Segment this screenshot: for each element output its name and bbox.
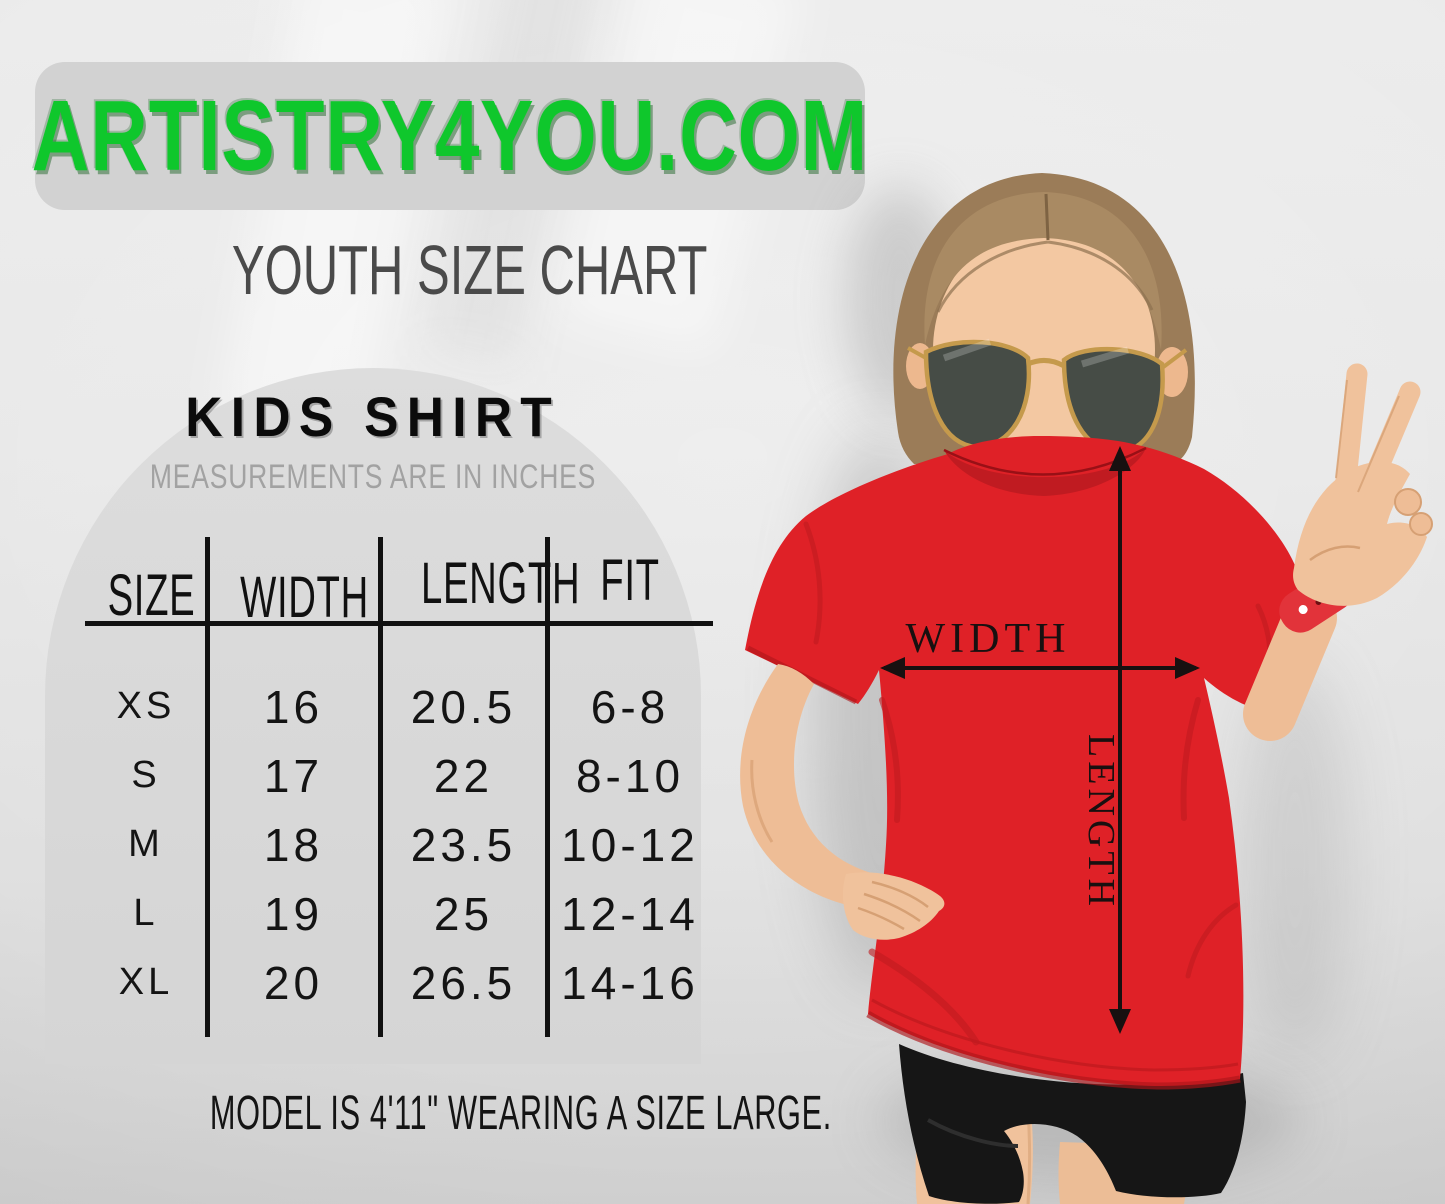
left-arm-on-hip: [740, 664, 945, 940]
size-table-body: XS 16 20.5 6-8 S 17 22 8-10 M 18 23.5 10…: [85, 672, 713, 1017]
column-header-size: SIZE: [107, 563, 196, 628]
middle-finger: [1357, 381, 1421, 503]
index-finger: [1335, 363, 1368, 491]
shirt-folds: [803, 521, 1273, 1046]
length-label: LENGTH: [1080, 734, 1122, 910]
table-column-divider: [205, 537, 210, 1037]
table-cell-fit: 6-8: [590, 680, 670, 733]
hem-stitch: [871, 998, 1239, 1072]
table-cell-fit: 10-12: [561, 818, 699, 871]
table-cell-size: XS: [116, 685, 176, 727]
model-footnote: MODEL IS 4'11" WEARING A SIZE LARGE.: [209, 1087, 832, 1140]
forearm: [1243, 591, 1337, 741]
folded-knuckle: [1409, 512, 1433, 536]
measurement-annotations: WIDTH LENGTH: [880, 446, 1200, 1034]
table-cell-length: 22: [433, 749, 494, 802]
table-column-divider: [545, 537, 550, 1037]
brand-logo-panel: ARTISTRY4YOU.COM: [32, 62, 867, 210]
table-header-rule: [85, 621, 713, 626]
units-note: MEASUREMENTS ARE IN INCHES: [149, 458, 597, 496]
red-tshirt: [745, 436, 1303, 1090]
length-arrowhead-top: [1109, 446, 1131, 471]
collar-band: [944, 448, 1146, 496]
table-cell-width: 16: [263, 680, 324, 733]
table-cell-length: 23.5: [410, 818, 517, 871]
table-cell-size: XL: [118, 961, 174, 1003]
table-cell-fit: 12-14: [561, 887, 699, 940]
table-cell-width: 20: [263, 956, 324, 1009]
width-arrowhead-right: [1175, 657, 1200, 679]
table-column-divider: [378, 537, 383, 1037]
aviator-sunglasses: [907, 338, 1188, 455]
table-cell-size: S: [131, 754, 161, 796]
table-cell-fit: 8-10: [575, 749, 685, 802]
palm: [1293, 461, 1427, 606]
width-label: WIDTH: [906, 616, 1071, 662]
hip-hand-fingers: [857, 880, 929, 931]
table-cell-width: 19: [263, 887, 324, 940]
size-chart-heading: KIDS SHIRT: [185, 385, 561, 448]
hair-part-line: [1044, 193, 1050, 241]
column-header-length: LENGTH: [421, 551, 581, 616]
column-header-width: WIDTH: [240, 565, 369, 630]
size-chart-panel: [45, 368, 701, 1064]
length-arrowhead-bottom: [1109, 1009, 1131, 1034]
brand-logo-text: ARTISTRY4YOU.COM: [31, 79, 869, 192]
table-cell-length: 25: [433, 887, 494, 940]
table-cell-fit: 14-16: [561, 956, 699, 1009]
folded-knuckle: [1394, 488, 1422, 516]
hair-sweep: [936, 240, 1154, 313]
table-cell-width: 18: [263, 818, 324, 871]
shirt-hem: [866, 1010, 1241, 1090]
right-arm-peace-sign: [1243, 363, 1433, 741]
table-cell-width: 17: [263, 749, 324, 802]
page-title: YOUTH SIZE CHART: [232, 231, 708, 309]
width-arrowhead-left: [880, 657, 905, 679]
table-cell-size: M: [128, 823, 164, 865]
table-cell-size: L: [133, 892, 159, 934]
table-cell-length: 20.5: [410, 680, 517, 733]
column-header-fit: FIT: [600, 548, 660, 613]
hair-front: [924, 192, 1162, 350]
model-photo: WIDTH LENGTH: [740, 173, 1433, 1204]
table-cell-length: 26.5: [410, 956, 517, 1009]
